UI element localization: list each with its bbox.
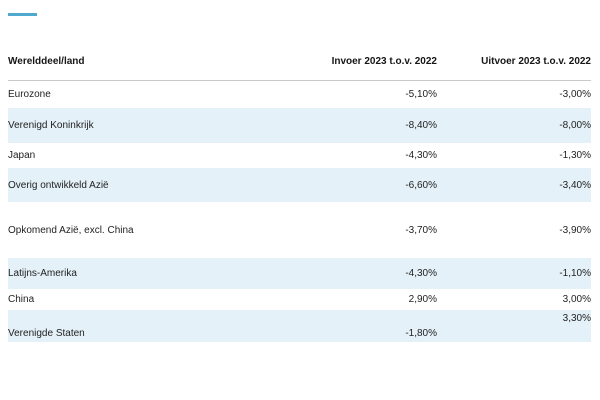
row-invoer-value: -5,10%	[405, 89, 437, 100]
row-uitvoer-value: -1,30%	[559, 150, 591, 161]
row-invoer-value: -6,60%	[405, 179, 437, 191]
row-label: Verenigd Koninkrijk	[8, 120, 94, 131]
table-row: Latijns-Amerika -4,30% -1,10%	[8, 258, 591, 289]
row-label: China	[8, 294, 35, 305]
row-invoer-value: -4,30%	[405, 268, 437, 279]
row-label: Eurozone	[8, 89, 51, 100]
row-uitvoer-value: -3,90%	[559, 224, 591, 236]
table-row: 3,30% Verenigde Staten -1,80%	[8, 310, 591, 342]
table-row: Overig ontwikkeld Azië -6,60% -3,40%	[8, 168, 591, 202]
row-uitvoer-value: -1,10%	[559, 268, 591, 279]
row-uitvoer-value: 3,00%	[562, 294, 591, 305]
table-row: China 2,90% 3,00%	[8, 289, 591, 310]
table-row: Eurozone -5,10% -3,00%	[8, 81, 591, 108]
row-label: Japan	[8, 150, 36, 161]
row-invoer-value: -1,80%	[405, 327, 437, 339]
row-invoer-value: 2,90%	[408, 294, 437, 305]
header-invoer: Invoer 2023 t.o.v. 2022	[331, 55, 437, 67]
row-uitvoer-value: -8,00%	[559, 120, 591, 131]
table-header-row: Werelddeel/land Invoer 2023 t.o.v. 2022 …	[8, 42, 591, 81]
row-label: Latijns-Amerika	[8, 268, 77, 279]
row-invoer-value: -4,30%	[405, 150, 437, 161]
row-line-uitvoer: 3,30%	[8, 310, 591, 324]
spacer-row	[8, 243, 591, 258]
table-row: Japan -4,30% -1,30%	[8, 143, 591, 168]
row-label: Opkomend Azië, excl. China	[8, 224, 134, 236]
table-row: Opkomend Azië, excl. China -3,70% -3,90%	[8, 217, 591, 243]
row-uitvoer-value: -3,40%	[559, 179, 591, 191]
header-uitvoer: Uitvoer 2023 t.o.v. 2022	[481, 55, 591, 67]
row-invoer-value: -8,40%	[405, 120, 437, 131]
row-uitvoer-value: 3,30%	[562, 312, 591, 324]
data-table: Werelddeel/land Invoer 2023 t.o.v. 2022 …	[8, 42, 591, 342]
spacer-row	[8, 202, 591, 217]
table-row: Verenigd Koninkrijk -8,40% -8,00%	[8, 108, 591, 143]
accent-dash	[8, 13, 37, 16]
row-label: Overig ontwikkeld Azië	[8, 179, 109, 191]
row-label: Verenigde Staten	[8, 327, 85, 339]
row-uitvoer-value: -3,00%	[559, 89, 591, 100]
row-line-label-invoer: Verenigde Staten -1,80%	[8, 324, 591, 342]
row-invoer-value: -3,70%	[405, 224, 437, 236]
header-region: Werelddeel/land	[8, 55, 85, 67]
